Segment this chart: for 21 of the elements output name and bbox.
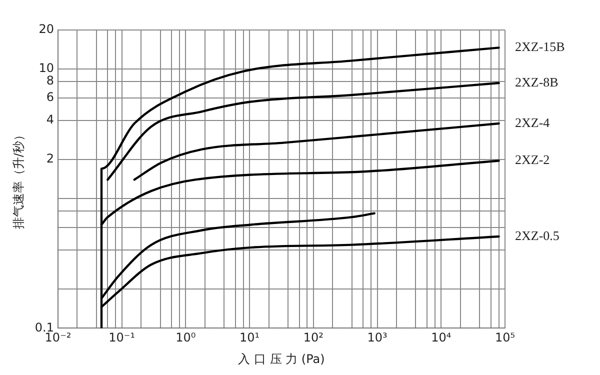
series-label: 2XZ-0.5 xyxy=(515,228,560,243)
y-axis-title: 排气速率（升/秒） xyxy=(11,129,26,230)
x-tick-label: 10³ xyxy=(367,330,388,345)
x-tick-label: 10⁴ xyxy=(431,330,452,345)
series-label: 2XZ-8B xyxy=(515,74,559,90)
x-tick-label: 10⁰ xyxy=(176,330,196,345)
y-tick-label: 2 xyxy=(46,152,54,166)
y-tick-label: 8 xyxy=(46,74,54,88)
x-axis-title: 入 口 压 力 (Pa) xyxy=(238,352,325,366)
series-label: 2XZ-2 xyxy=(515,152,550,168)
x-tick-label: 10⁻² xyxy=(44,330,72,345)
x-tick-label: 10⁵ xyxy=(494,330,516,345)
y-tick-label: 4 xyxy=(46,112,54,127)
x-tick-label: 10⁻¹ xyxy=(108,330,136,345)
y-tick-label: 20 xyxy=(38,22,54,36)
y-tick-label: 10 xyxy=(38,61,54,76)
x-tick-label: 10² xyxy=(303,330,324,345)
series-label: 2XZ-15B xyxy=(515,39,566,54)
y-tick-label: 6 xyxy=(46,90,54,104)
x-tick-label: 10¹ xyxy=(240,330,260,345)
series-label: 2XZ-4 xyxy=(515,114,550,130)
